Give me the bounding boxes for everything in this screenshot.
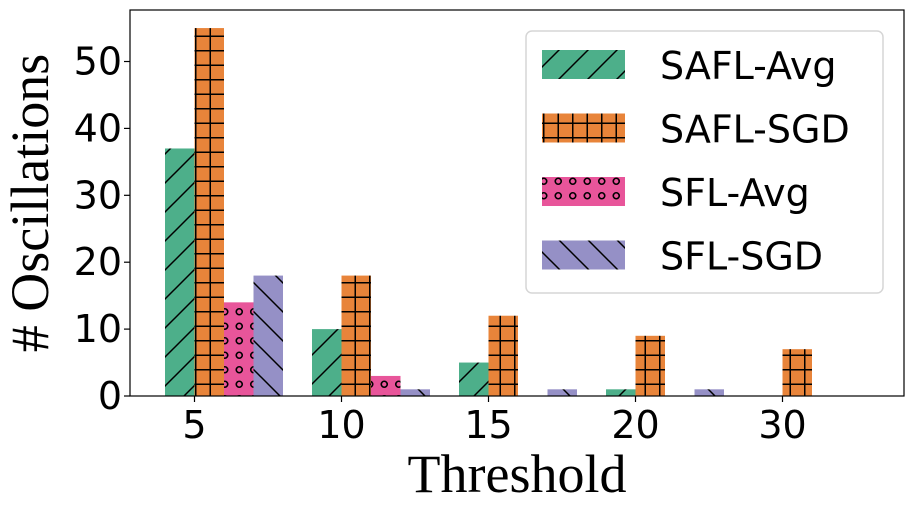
legend-label-safl-avg: SAFL-Avg [660,44,836,88]
bar-sfl-avg-5 [224,302,254,396]
x-tick-label: 20 [611,403,659,447]
x-axis: 5 10 15 20 30 [182,396,807,447]
x-tick-label: 30 [758,403,806,447]
x-axis-title: Threshold [408,444,627,504]
plot-frame [129,9,905,397]
legend-label-sfl-sgd: SFL-SGD [660,235,823,279]
legend-swatch-safl-sgd [542,113,625,143]
y-tick-label: 40 [74,106,122,150]
y-tick-label: 30 [74,173,122,217]
x-tick-label: 10 [317,403,365,447]
bar-safl-sgd-20 [635,335,665,396]
y-tick-label: 20 [74,240,122,284]
x-tick-label: 15 [464,403,512,447]
bar-safl-sgd-30 [782,349,812,396]
legend-box [525,30,884,294]
bar-safl-sgd-5 [194,28,224,397]
bar-sfl-sgd-10 [400,389,430,396]
legend-swatch-sfl-sgd [542,240,625,270]
y-axis-title: # Oscillations [0,54,60,352]
bar-sfl-sgd-15 [547,389,577,396]
y-tick-label: 0 [98,374,122,418]
bar-safl-avg-20 [606,389,636,396]
legend-label-safl-sgd: SAFL-SGD [660,108,850,152]
bar-safl-avg-5 [165,148,195,396]
y-axis: 0 10 20 30 40 50 [74,40,130,418]
bar-sfl-sgd-5 [253,275,283,396]
bar-safl-sgd-15 [488,315,518,396]
y-tick-label: 50 [74,40,122,84]
bar-safl-avg-15 [459,362,489,396]
legend: SAFL-Avg SAFL-SGD SFL-Avg SFL-SGD [525,30,884,294]
legend-swatch-sfl-avg [542,177,625,206]
y-tick-label: 10 [74,307,122,351]
bars-layer [165,28,812,397]
legend-swatch-safl-avg [542,50,625,79]
x-tick-label: 5 [182,403,206,447]
bar-sfl-sgd-20 [694,389,724,396]
legend-label-sfl-avg: SFL-Avg [660,171,810,215]
bar-safl-sgd-10 [341,275,371,396]
bar-safl-avg-10 [312,329,342,396]
bar-sfl-avg-10 [371,375,401,396]
